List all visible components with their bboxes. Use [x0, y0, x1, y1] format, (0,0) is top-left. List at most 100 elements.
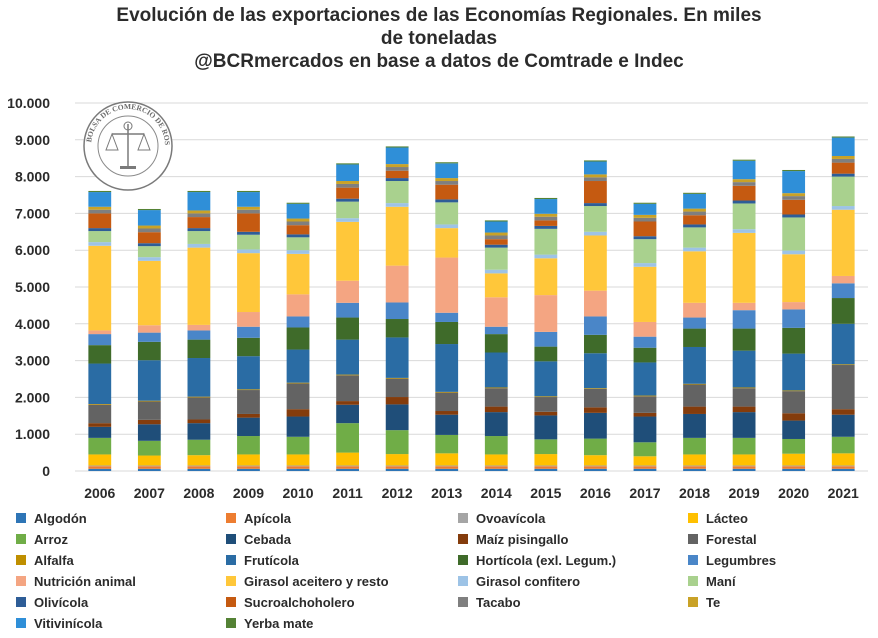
bar-segment: [633, 347, 657, 363]
bar-segment: [782, 327, 806, 354]
bar-segment: [286, 294, 310, 317]
bar-segment: [336, 183, 359, 188]
bar-segment: [534, 258, 558, 296]
bar-segment: [484, 436, 508, 455]
bar-segment: [385, 319, 409, 338]
legend-swatch: [16, 555, 26, 565]
bar-segment: [137, 332, 161, 342]
bar-segment: [336, 280, 359, 303]
bar-segment: [831, 365, 855, 410]
y-tick-label: 7.000: [15, 205, 50, 221]
bar-segment: [584, 177, 607, 182]
legend-item: Girasol aceitero y resto: [226, 571, 389, 591]
bar-segment: [187, 231, 211, 244]
bar-segment: [137, 243, 161, 247]
bar-segment: [831, 155, 855, 159]
legend-item: Olivícola: [16, 592, 88, 612]
bar-segment: [187, 210, 211, 214]
legend-swatch: [458, 534, 468, 544]
stacked-bar-chart: 0 1.000 2.000 3.000 4.000 5.000 6.000 7.000 8.00…: [7, 95, 868, 501]
bar-segment: [732, 328, 756, 351]
bar-segment: [385, 178, 409, 182]
bar-segment: [88, 468, 112, 471]
legend-item: Hortícola (exl. Legum.): [458, 550, 616, 570]
bar-segment: [336, 404, 359, 424]
y-tick-label: 9.000: [15, 132, 50, 148]
legend-swatch: [226, 597, 236, 607]
bar-segment: [484, 247, 508, 270]
bar-segment: [88, 423, 112, 427]
y-tick-label: 6.000: [15, 242, 50, 258]
legend-swatch: [458, 597, 468, 607]
bar-segment: [831, 283, 855, 299]
bar-segment: [88, 209, 112, 214]
y-tick-label: 1.000: [15, 426, 50, 442]
bar-segment: [683, 406, 706, 414]
bar-segment: [88, 190, 112, 193]
bar-segment: [782, 391, 806, 414]
legend-label: Tacabo: [476, 594, 521, 610]
legend-label: Hortícola (exl. Legum.): [476, 552, 617, 568]
bar-segment: [732, 350, 756, 388]
bar-segment: [683, 302, 706, 318]
x-tick-label: 2014: [481, 485, 512, 501]
legend-swatch: [16, 576, 26, 586]
y-tick-label: 5.000: [15, 279, 50, 295]
bar-segment: [286, 225, 310, 235]
legend-label: Algodón: [34, 510, 87, 526]
bar-segment: [336, 374, 359, 376]
bar-segment: [633, 263, 657, 267]
bar-segment: [831, 209, 855, 276]
legend-item: Arroz: [16, 529, 68, 549]
bar-segment: [831, 298, 855, 324]
bar-segment: [137, 325, 161, 333]
bar-segment: [286, 237, 310, 251]
bar-segment: [584, 174, 607, 178]
bar-segment: [286, 203, 310, 219]
x-tick-label: 2011: [332, 485, 363, 501]
x-tick-label: 2009: [233, 485, 264, 501]
legend-swatch: [16, 513, 26, 523]
bar-segment: [237, 190, 260, 193]
bar-segment: [683, 383, 706, 385]
legend-label: Legumbres: [706, 552, 777, 568]
bar-segment: [286, 465, 310, 467]
bar-segment: [336, 218, 359, 222]
legend-swatch: [688, 534, 698, 544]
legend-item: Algodón: [16, 508, 87, 528]
bar-segment: [435, 468, 459, 471]
bar-segment: [435, 321, 459, 345]
bar-segment: [584, 203, 607, 207]
bar-segment: [187, 468, 211, 471]
bar-segment: [732, 468, 756, 471]
bar-segment: [88, 213, 112, 229]
bar-segment: [732, 302, 756, 311]
bar-segment: [584, 316, 607, 335]
bar-segment: [385, 265, 409, 303]
bar-segment: [782, 196, 806, 200]
bar-segment: [435, 392, 459, 412]
bar-segment: [534, 216, 558, 221]
bar-segment: [732, 466, 756, 469]
bar-segment: [534, 197, 558, 200]
legend-swatch: [458, 513, 468, 523]
y-tick-label: 2.000: [15, 389, 50, 405]
bar-segment: [683, 208, 706, 212]
bar-segment: [385, 302, 409, 320]
bar-segment: [187, 439, 211, 456]
legend-label: Cebada: [244, 531, 291, 547]
bar-segment: [584, 235, 607, 291]
bar-segment: [831, 162, 855, 174]
legend-swatch: [226, 534, 236, 544]
bar-segment: [237, 231, 260, 235]
bar-segment: [782, 438, 806, 454]
bar-segment: [137, 466, 161, 469]
bar-segment: [831, 176, 855, 207]
bar-segment: [782, 465, 806, 467]
bar-segment: [385, 430, 409, 455]
bar-segment: [187, 243, 211, 248]
bar-segment: [732, 160, 756, 180]
legend-label: Frutícola: [244, 552, 299, 568]
bar-segment: [534, 454, 558, 466]
bar-segment: [584, 466, 607, 469]
